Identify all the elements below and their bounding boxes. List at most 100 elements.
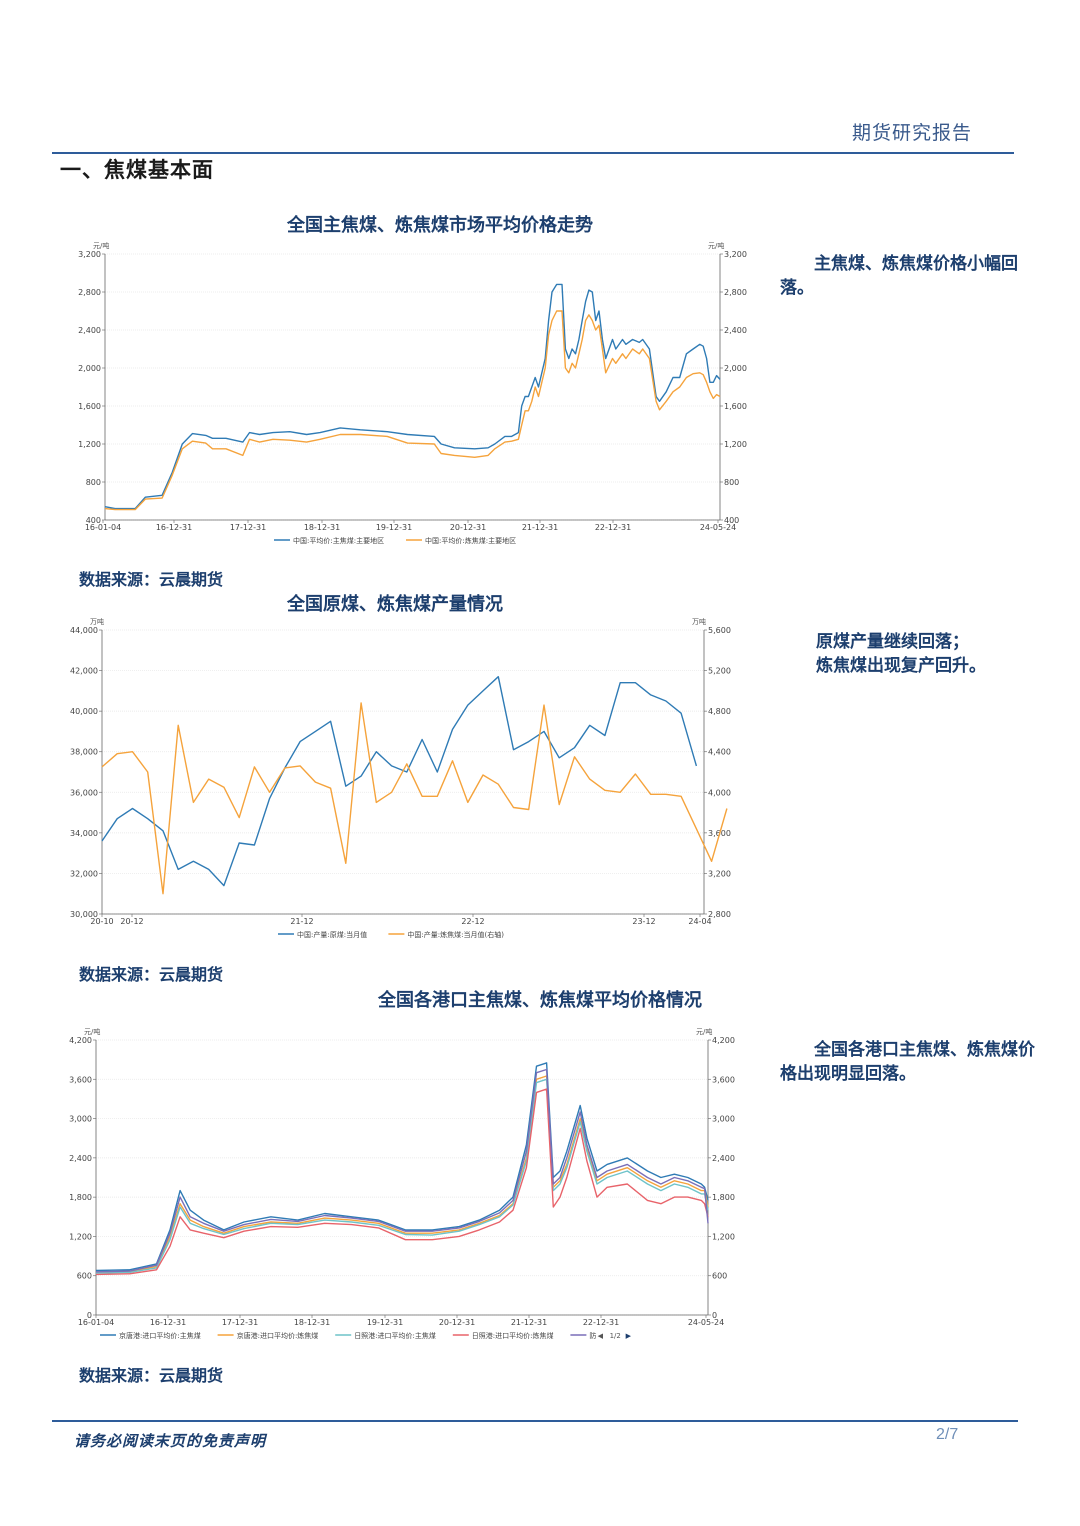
disclaimer-link[interactable]: 请务必阅读末页的免责声明 [74,1432,267,1450]
y-tick-label-right: 1,600 [724,402,747,411]
x-tick-label: 21-12-31 [511,1318,547,1327]
y-tick-label-left: 40,000 [70,707,98,716]
legend-prev-icon: ◀ [598,1332,604,1340]
y-tick-label-right: 3,200 [708,869,731,878]
x-tick-label: 22-12-31 [595,523,631,532]
legend-label-2: 中国:平均价:炼焦煤:主要地区 [425,536,516,545]
y-tick-label-right: 4,000 [708,788,731,797]
y-axis-unit-left: 万吨 [90,617,104,626]
y-tick-label-left: 3,600 [69,1075,92,1084]
y-tick-label-left: 0 [87,1311,92,1320]
y-tick-label-right: 3,000 [712,1115,735,1124]
y-tick-label-left: 2,400 [69,1154,92,1163]
x-tick-label: 17-12-31 [222,1318,258,1327]
y-tick-label-right: 2,800 [708,910,731,919]
y-tick-label-right: 2,800 [724,288,747,297]
legend-label-1: 京唐港:进口平均价:主焦煤 [119,1331,201,1340]
y-tick-label-right: 2,400 [724,326,747,335]
section-title: 一、焦煤基本面 [60,157,214,182]
series-line-3 [95,1078,709,1274]
y-tick-label-right: 1,200 [712,1232,735,1241]
y-tick-label-left: 1,200 [78,440,101,449]
y-tick-label-left: 600 [77,1272,92,1281]
x-tick-label: 21-12 [290,917,313,926]
series-line-1 [101,675,698,887]
x-tick-label: 16-12-31 [150,1318,186,1327]
y-tick-label-right: 1,800 [712,1193,735,1202]
y-tick-label-right: 3,600 [712,1075,735,1084]
x-tick-label: 24-05-24 [688,1318,724,1327]
x-tick-label: 21-12-31 [522,523,558,532]
coking-coal-price-chart: 元/吨 元/吨 400 800 1,200 1,600 2,000 2,400 2,800 3,2… [78,241,747,545]
y-tick-label-right: 400 [724,516,739,525]
series-line-5 [95,1068,709,1273]
x-tick-label: 19-12-31 [376,523,412,532]
series-line-2 [101,702,728,895]
legend-label-1: 中国:产量:原煤:当月值 [297,930,367,939]
y-tick-label-left: 2,000 [78,364,101,373]
x-tick-label: 19-12-31 [367,1318,403,1327]
y-tick-label-left: 44,000 [70,626,98,635]
x-tick-label: 18-12-31 [294,1318,330,1327]
y-tick-label-right: 4,400 [708,748,731,757]
series-line-1 [104,283,721,510]
y-tick-label-left: 2,400 [78,326,101,335]
header-divider [52,152,1014,154]
y-axis-unit-right: 元/吨 [708,241,724,250]
series-line-2 [104,310,721,511]
y-tick-label-left: 1,200 [69,1232,92,1241]
y-tick-label-left: 800 [86,478,101,487]
report-type-label: 期货研究报告 [851,122,972,144]
y-tick-label-right: 2,000 [724,364,747,373]
chart-2-note-line-1: 原煤产量继续回落； [816,632,969,652]
y-tick-label-right: 0 [712,1311,717,1320]
y-tick-label-left: 3,000 [69,1115,92,1124]
y-tick-label-left: 400 [86,516,101,525]
legend-label-5: 防 [589,1331,596,1340]
legend-next-icon: ▶ [626,1332,632,1340]
legend-label-4: 日照港:进口平均价:炼焦煤 [472,1331,554,1340]
x-tick-label: 20-12 [120,917,143,926]
series-line-1 [95,1062,709,1272]
y-axis-unit-right: 元/吨 [696,1027,712,1036]
x-tick-label: 24-05-24 [700,523,736,532]
x-tick-label: 22-12-31 [583,1318,619,1327]
y-tick-label-right: 2,400 [712,1154,735,1163]
y-tick-label-left: 30,000 [70,910,98,919]
x-tick-label: 16-01-04 [78,1318,114,1327]
port-coking-coal-price-chart: 元/吨 元/吨 0 600 1,200 1,800 2,400 3,000 3,600 4,200… [69,1027,735,1340]
chart-2-note: 原煤产量继续回落； 炼焦煤出现复产回升。 [780,630,1042,678]
y-tick-label-right: 800 [724,478,739,487]
y-tick-label-left: 34,000 [70,829,98,838]
chart-2-note-line-2: 炼焦煤出现复产回升。 [816,656,986,676]
x-tick-label: 22-12 [461,917,484,926]
chart-1-title: 全国主焦煤、炼焦煤市场平均价格走势 [287,215,593,236]
series-line-4 [95,1088,709,1276]
y-tick-label-right: 3,200 [724,250,747,259]
legend-label-1: 中国:平均价:主焦煤:主要地区 [293,536,384,545]
y-tick-label-right: 4,800 [708,707,731,716]
legend-page-indicator: 1/2 [610,1332,621,1340]
x-tick-label: 16-01-04 [85,523,121,532]
y-axis-unit-left: 元/吨 [84,1027,100,1036]
y-tick-label-left: 4,200 [69,1036,92,1045]
y-tick-label-left: 42,000 [70,667,98,676]
y-tick-label-right: 4,200 [712,1036,735,1045]
y-tick-label-right: 600 [712,1272,727,1281]
legend-label-2: 京唐港:进口平均价:炼焦煤 [237,1331,319,1340]
coal-output-chart: 万吨 万吨 30,000 32,000 34,000 36,000 38,000 40,000… [70,617,731,939]
y-tick-label-right: 1,200 [724,440,747,449]
chart-3-source: 数据来源：云晨期货 [79,1366,224,1385]
chart-3-note: 全国各港口主焦煤、炼焦煤价格出现明显回落。 [780,1040,1035,1084]
y-tick-label-left: 3,200 [78,250,101,259]
x-tick-label: 23-12 [632,917,655,926]
footer-divider [52,1420,1018,1422]
x-tick-label: 20-12-31 [450,523,486,532]
x-tick-label: 20-10 [90,917,113,926]
x-tick-label: 17-12-31 [230,523,266,532]
x-tick-label: 24-04 [688,917,711,926]
x-tick-label: 20-12-31 [439,1318,475,1327]
chart-1-note: 主焦煤、炼焦煤价格小幅回落。 [780,254,1018,298]
y-tick-label-right: 5,600 [708,626,731,635]
x-tick-label: 18-12-31 [304,523,340,532]
